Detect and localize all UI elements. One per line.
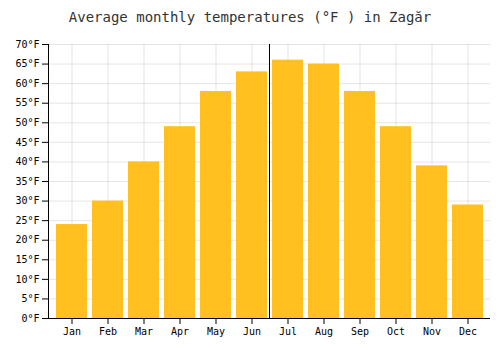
- svg-text:40°F: 40°F: [15, 156, 39, 167]
- svg-text:55°F: 55°F: [15, 97, 39, 108]
- svg-text:Sep: Sep: [351, 326, 369, 337]
- html-text:Average monthly temperatures (: Average monthly temperatures (°F ) in Za…: [68, 9, 432, 25]
- svg-text:May: May: [207, 326, 225, 337]
- svg-text:Nov: Nov: [423, 326, 441, 337]
- svg-text:15°F: 15°F: [15, 254, 39, 265]
- svg-text:30°F: 30°F: [15, 195, 39, 206]
- svg-text:20°F: 20°F: [15, 234, 39, 245]
- svg-text:Feb: Feb: [99, 326, 117, 337]
- svg-text:35°F: 35°F: [15, 176, 39, 187]
- svg-text:0°F: 0°F: [21, 313, 39, 324]
- svg-text:60°F: 60°F: [15, 78, 39, 89]
- svg-text:Oct: Oct: [387, 326, 405, 337]
- svg-text:10°F: 10°F: [15, 274, 39, 285]
- svg-text:25°F: 25°F: [15, 215, 39, 226]
- svg-text:Jul: Jul: [279, 326, 297, 337]
- svg-text:70°F: 70°F: [15, 39, 39, 50]
- svg-text:65°F: 65°F: [15, 58, 39, 69]
- svg-text:Jan: Jan: [63, 326, 81, 337]
- svg-text:5°F: 5°F: [21, 293, 39, 304]
- svg-text:Mar: Mar: [135, 326, 153, 337]
- svg-text:45°F: 45°F: [15, 137, 39, 148]
- svg-text:Dec: Dec: [459, 326, 477, 337]
- svg-text:50°F: 50°F: [15, 117, 39, 128]
- svg-text:Aug: Aug: [315, 326, 333, 337]
- svg-text:Jun: Jun: [243, 326, 261, 337]
- svg-text:Apr: Apr: [171, 326, 189, 337]
